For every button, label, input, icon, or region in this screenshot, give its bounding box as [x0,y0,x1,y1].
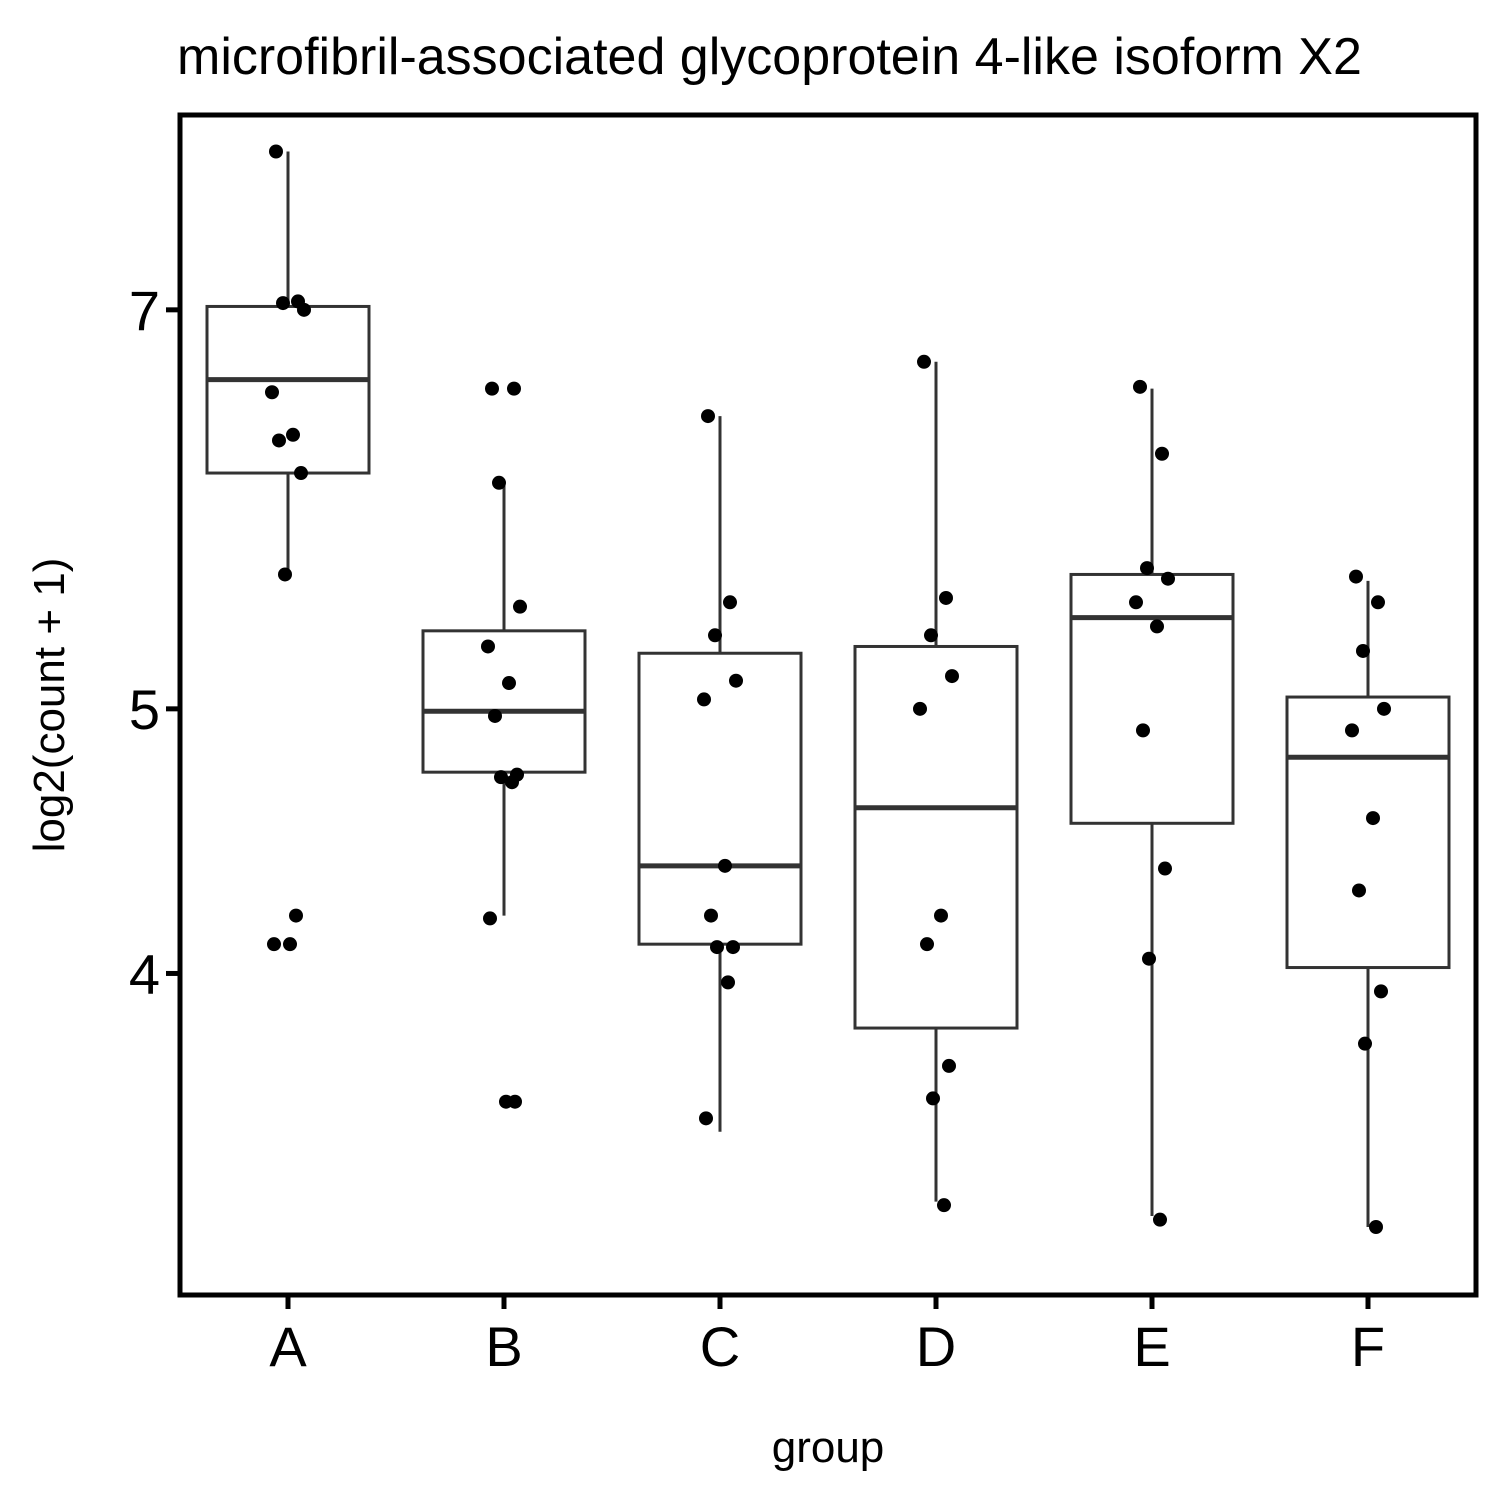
data-point [701,409,715,424]
data-point [697,692,711,707]
box-iqr [421,629,587,774]
data-point [699,1111,713,1126]
y-tick-label: 7 [129,279,160,342]
data-point [945,669,959,684]
data-point [721,975,735,990]
box-iqr [1069,572,1235,825]
data-point [937,1198,951,1213]
data-point [483,911,497,926]
data-point [1150,619,1164,634]
points-C [697,409,743,1126]
y-tick-label: 4 [129,942,160,1005]
data-point [283,937,297,952]
data-point [917,354,931,369]
data-point [934,908,948,923]
y-axis: 4 5 7 [129,279,180,1005]
box-D [853,361,1019,1202]
x-tick-label: E [1133,1315,1170,1378]
data-point [1371,595,1385,610]
data-point [1142,951,1156,966]
data-point [926,1091,940,1106]
chart-title: microfibril-associated glycoprotein 4-li… [177,28,1362,86]
points-A [265,144,311,952]
data-point [913,701,927,716]
data-point [939,590,953,605]
data-point [1358,1036,1372,1051]
data-point [508,1094,522,1109]
data-point [1349,569,1363,584]
data-point [726,940,740,955]
data-point [1155,446,1169,461]
data-point [1369,1220,1383,1235]
data-point [297,302,311,317]
box-iqr [637,651,803,946]
points-B [481,381,527,1109]
box-iqr [1285,695,1451,970]
x-tick-label: B [485,1315,522,1378]
points-layer [265,144,1391,1235]
data-point [920,937,934,952]
data-point [718,858,732,873]
data-point [1158,861,1172,876]
data-point [488,708,502,723]
boxes-layer [205,151,1451,1228]
data-point [267,937,281,952]
data-point [924,628,938,643]
data-point [710,940,724,955]
plot-panel-border [177,112,1479,1298]
data-point [1140,561,1154,576]
data-point [708,628,722,643]
data-point [286,427,300,442]
x-tick-label: D [916,1315,956,1378]
points-F [1345,569,1391,1235]
data-point [278,567,292,582]
data-point [942,1058,956,1073]
points-D [913,354,959,1213]
data-point [265,385,279,400]
box-E [1069,388,1235,1217]
box-F [1285,580,1451,1228]
data-point [269,144,283,159]
data-point [1366,811,1380,826]
data-point [294,466,308,481]
data-point [272,433,286,448]
data-point [289,908,303,923]
data-point [276,296,290,311]
data-point [1345,723,1359,738]
data-point [492,475,506,490]
x-tick-label: A [269,1315,307,1378]
y-tick-label: 5 [129,678,160,741]
data-point [502,676,516,691]
data-point [1136,723,1150,738]
points-E [1129,379,1175,1227]
box-C [637,416,803,1132]
data-point [494,770,508,785]
data-point [513,599,527,614]
y-axis-title: log2(count + 1) [25,558,74,853]
data-point [1374,984,1388,999]
data-point [1377,701,1391,716]
data-point [485,381,499,396]
data-point [704,908,718,923]
box-iqr [853,644,1019,1030]
data-point [729,673,743,688]
data-point [723,595,737,610]
x-axis-title: group [772,1423,885,1472]
x-tick-label: F [1351,1315,1385,1378]
data-point [1352,883,1366,898]
data-point [481,639,495,654]
box-iqr [205,304,371,475]
data-point [1129,595,1143,610]
box-A [205,151,371,575]
data-point [507,381,521,396]
data-point [1356,643,1370,658]
x-axis: A B C D E F [269,1295,1385,1378]
data-point [1133,379,1147,394]
x-tick-label: C [700,1315,740,1378]
data-point [505,775,519,790]
data-point [1153,1212,1167,1227]
data-point [1161,571,1175,586]
